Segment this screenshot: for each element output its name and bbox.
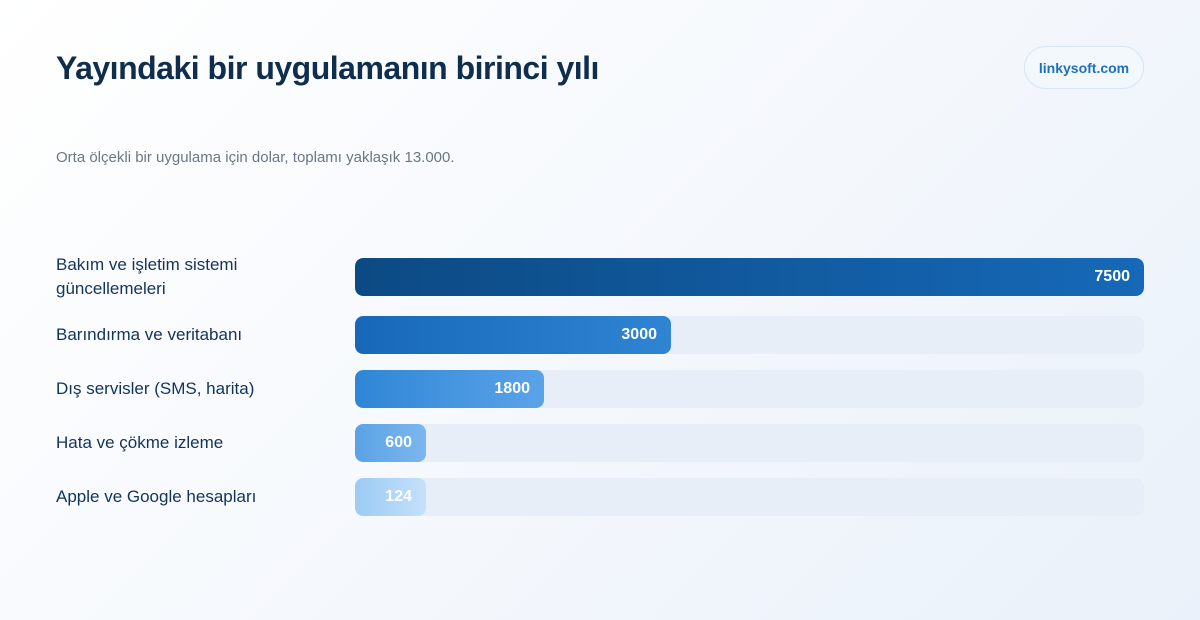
bar-track: 7500 [355, 258, 1144, 296]
bar: 1800 [355, 370, 544, 408]
category-label: Apple ve Google hesapları [56, 487, 257, 506]
bar: 3000 [355, 316, 671, 354]
category-label: Barındırma ve veritabanı [56, 325, 243, 344]
bar-track: 1800 [355, 370, 1144, 408]
bar-value-label: 7500 [1094, 268, 1130, 285]
bar-track: 124 [355, 478, 1144, 516]
bar-track: 600 [355, 424, 1144, 462]
bar-row: Apple ve Google hesapları 124 [56, 472, 1144, 522]
bar-row: Dış servisler (SMS, harita) 1800 [56, 364, 1144, 414]
bar-row: Barındırma ve veritabanı 3000 [56, 310, 1144, 360]
bar-value-label: 600 [385, 434, 412, 451]
bar: 7500 [355, 258, 1144, 296]
category-label: Bakım ve işletim sistemi güncellemeleri [56, 255, 238, 298]
chart-title: Yayındaki bir uygulamanın birinci yılı [56, 50, 599, 86]
bar: 124 [355, 478, 426, 516]
category-label: Hata ve çökme izleme [56, 433, 224, 452]
bar-value-label: 3000 [621, 326, 657, 343]
bar-track: 3000 [355, 316, 1144, 354]
bar-row: Hata ve çökme izleme 600 [56, 418, 1144, 468]
brand-badge[interactable]: linkysoft.com [1024, 46, 1144, 89]
category-label: Dış servisler (SMS, harita) [56, 379, 255, 398]
chart-subtitle: Orta ölçekli bir uygulama için dolar, to… [56, 149, 455, 166]
bar-value-label: 1800 [494, 380, 530, 397]
bar: 600 [355, 424, 426, 462]
bar-row: Bakım ve işletim sistemi güncellemeleri 7… [56, 252, 1144, 302]
bar-value-label: 124 [385, 488, 412, 505]
